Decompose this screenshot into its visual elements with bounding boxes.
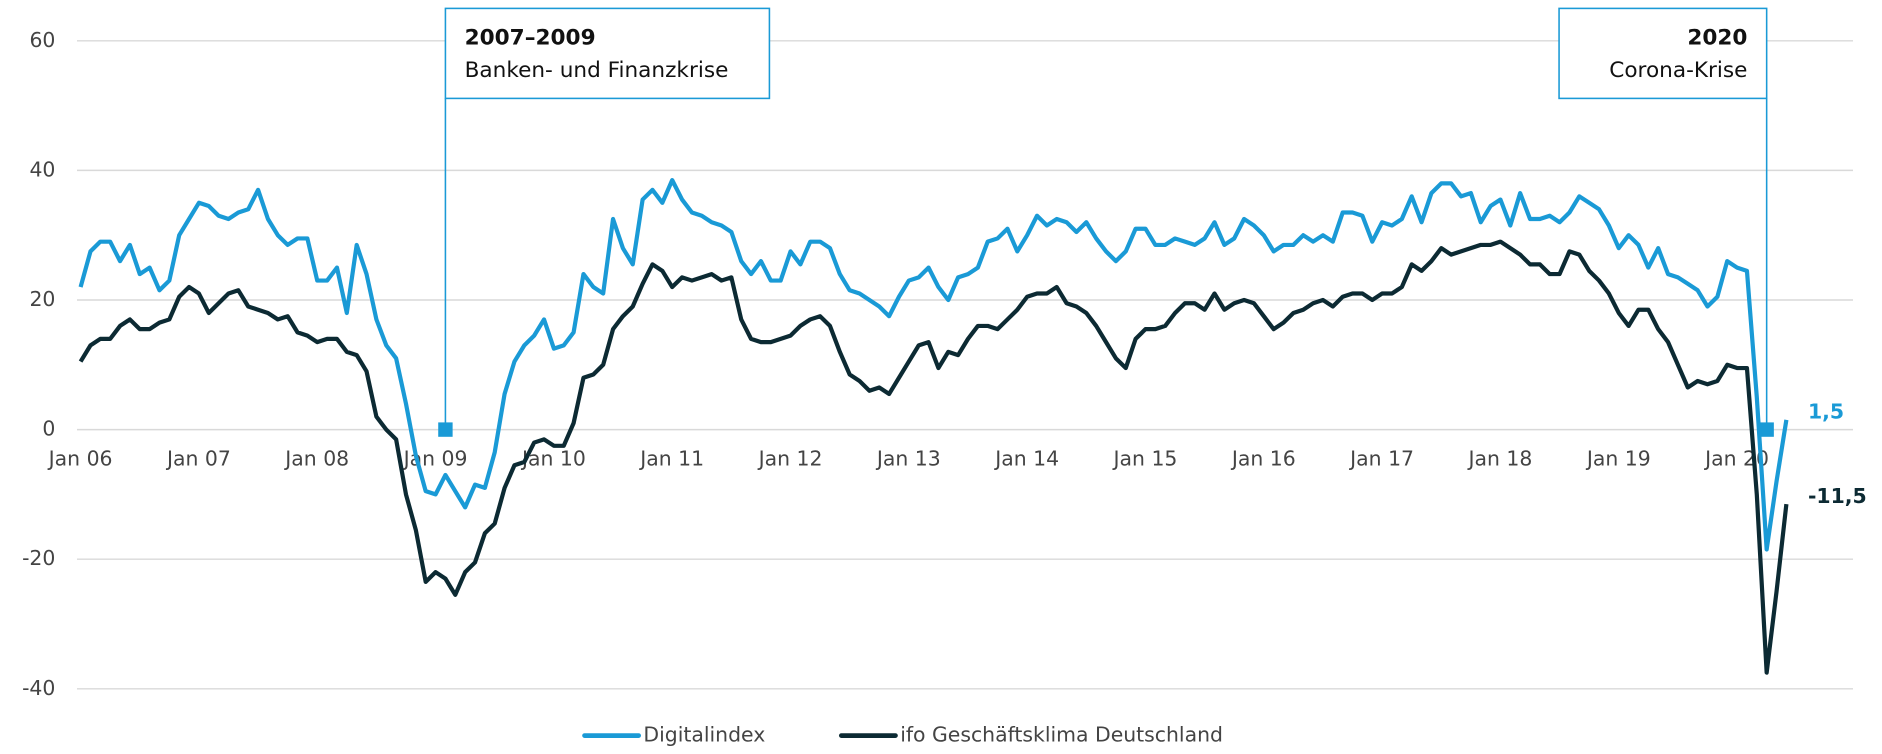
annotation-text: Corona-Krise [1609,58,1747,83]
series-line [78,178,1789,552]
annotation-marker [1759,422,1774,437]
x-tick-label: Jan 17 [1348,447,1414,471]
annotation-box [444,7,771,100]
y-tick-label: 20 [29,287,55,311]
x-tick-label: Jan 14 [993,447,1059,471]
x-tick-label: Jan 20 [1703,447,1769,471]
x-tick-label: Jan 12 [757,447,823,471]
x-tick-label: Jan 07 [165,447,231,471]
annotation-text: Banken- und Finanzkrise [465,58,729,83]
value-label: -11,5 [1808,484,1867,508]
x-tick-label: Jan 13 [875,447,941,471]
legend-label: ifo Geschäftsklima Deutschland [900,723,1223,747]
legend-label: Digitalindex [643,723,765,747]
x-tick-label: Jan 16 [1230,447,1296,471]
annotation-title: 2020 [1687,25,1747,50]
annotation-box [1558,7,1768,100]
y-tick-label: 0 [42,417,55,441]
y-tick-label: 40 [29,157,55,181]
annotation-marker [438,422,453,437]
x-tick-label: Jan 09 [402,447,468,471]
x-tick-label: Jan 19 [1585,447,1651,471]
x-tick-label: Jan 15 [1112,447,1178,471]
x-tick-label: Jan 18 [1467,447,1533,471]
x-tick-label: Jan 08 [283,447,349,471]
annotation-title: 2007–2009 [465,25,596,50]
value-label: 1,5 [1808,400,1844,424]
x-tick-label: Jan 11 [638,447,704,471]
x-tick-label: Jan 06 [47,447,113,471]
y-tick-label: -40 [22,676,55,700]
series-line [78,239,1789,675]
y-tick-label: -20 [22,546,55,570]
y-tick-label: 60 [29,28,55,52]
